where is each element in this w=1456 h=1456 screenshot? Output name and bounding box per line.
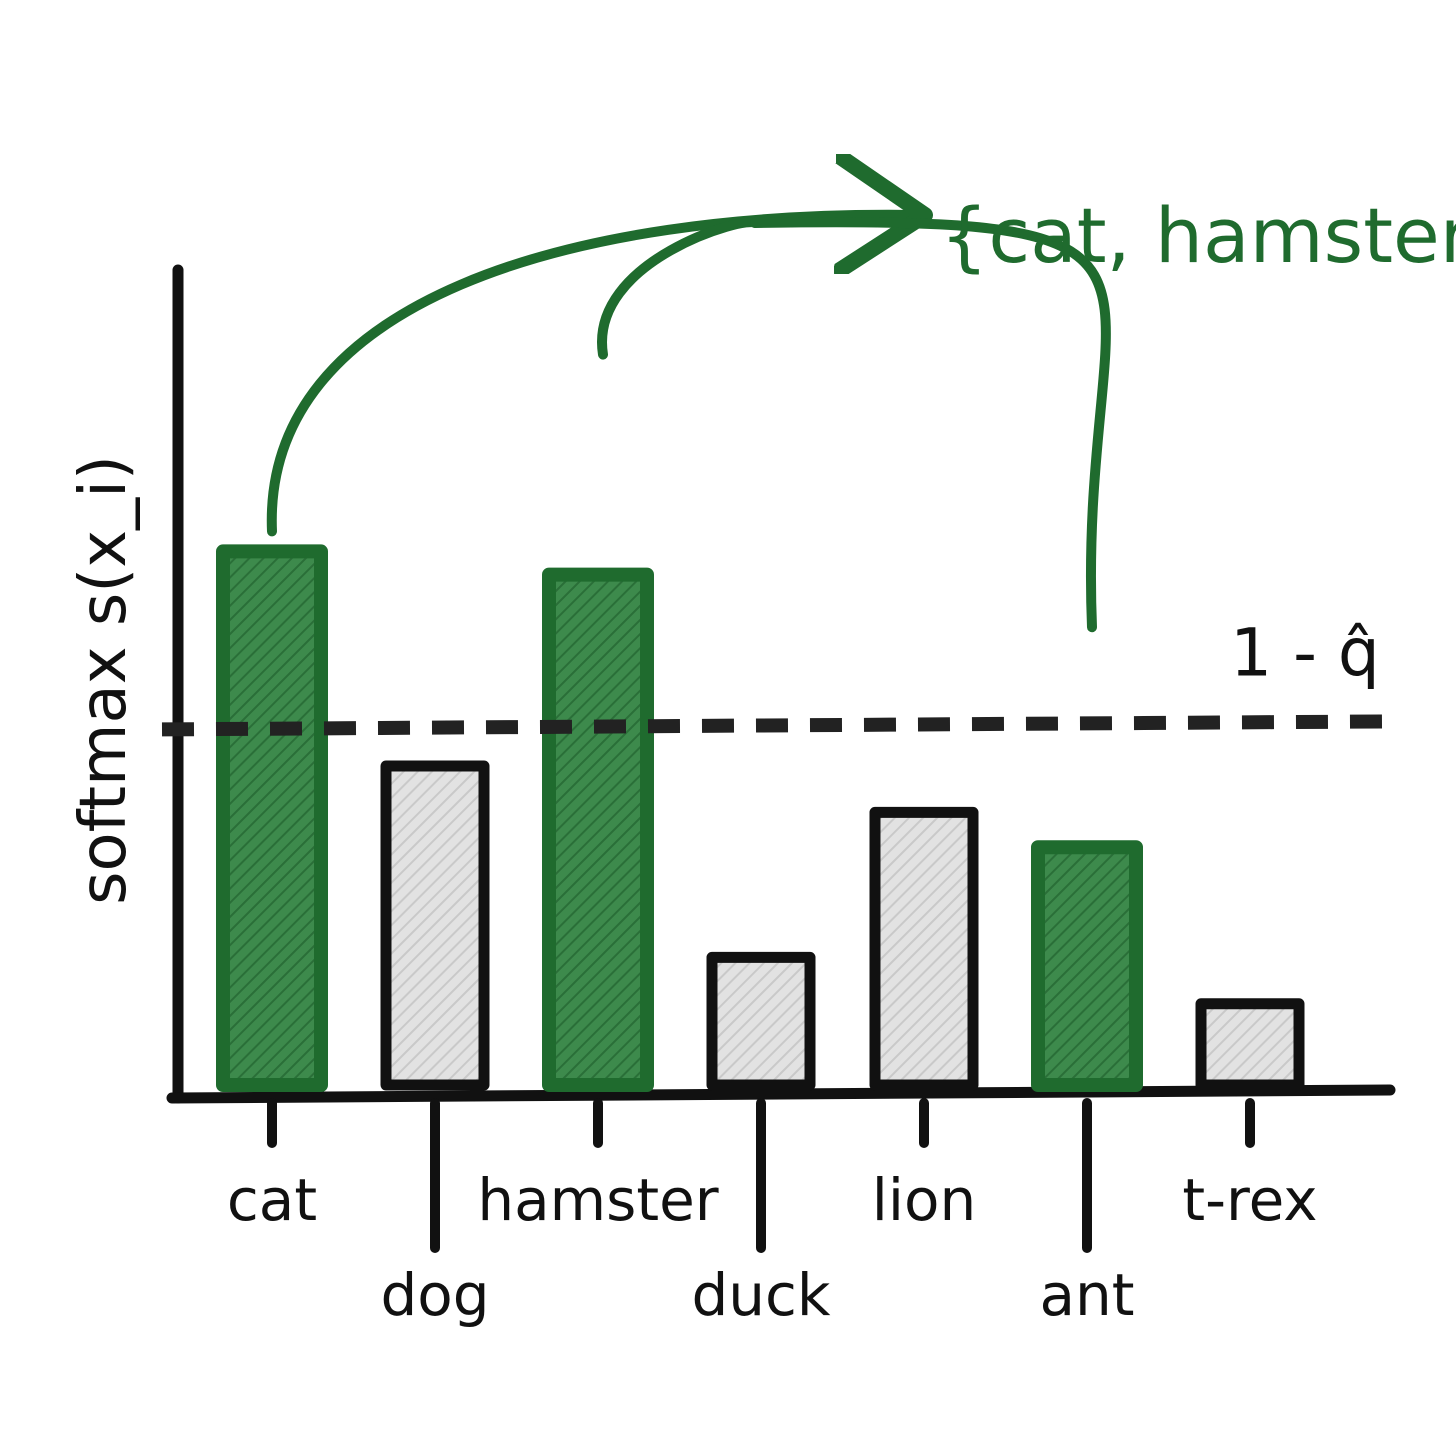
tick-label-cat: cat [227, 1166, 317, 1234]
bar-duck [706, 951, 816, 1091]
arrow-ant [750, 217, 1111, 633]
prediction-set-label: {cat, hamster} [940, 191, 1456, 280]
tick-label-hamster: hamster [477, 1166, 718, 1234]
bar-cat [216, 544, 328, 1092]
bar-hamster [542, 567, 654, 1092]
arrow-cat [266, 215, 915, 537]
tick-label-dog: dog [380, 1261, 489, 1329]
tick-label-t-rex: t-rex [1182, 1166, 1317, 1234]
tick-label-lion: lion [872, 1166, 976, 1234]
bar-t-rex [1195, 998, 1305, 1091]
bars [216, 544, 1305, 1093]
bar-ant [1031, 840, 1143, 1093]
x-ticks [267, 1098, 1255, 1253]
threshold-line [161, 714, 1393, 737]
x-axis [166, 1084, 1396, 1104]
tick-label-duck: duck [691, 1261, 830, 1329]
threshold-label: 1 - q̂ [1230, 614, 1380, 691]
prediction-set-arrows [266, 215, 1111, 633]
y-axis-label: softmax s(x_i) [67, 455, 141, 905]
bar-lion [869, 806, 979, 1091]
arrow-hamster [597, 217, 760, 360]
tick-label-ant: ant [1039, 1261, 1134, 1329]
bar-dog [380, 760, 490, 1091]
